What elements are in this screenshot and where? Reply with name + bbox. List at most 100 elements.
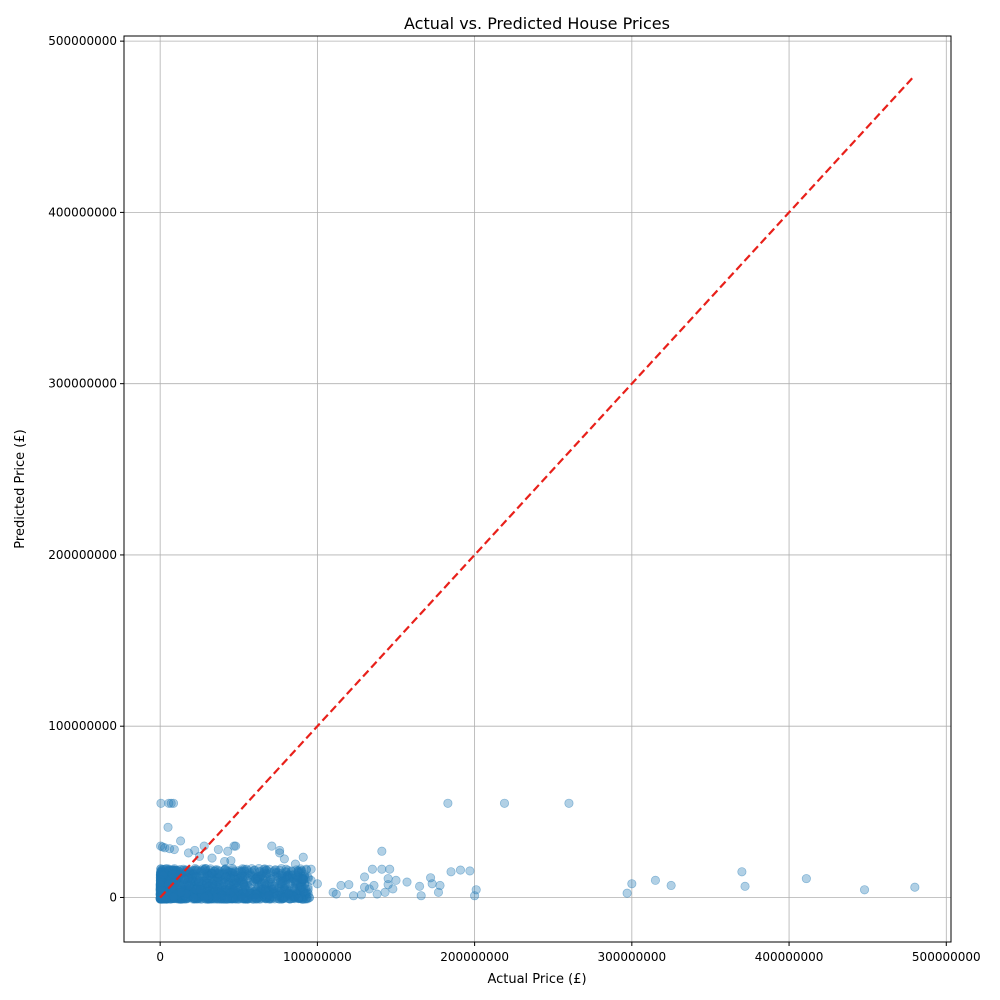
scatter-point bbox=[264, 894, 274, 904]
scatter-point bbox=[239, 893, 249, 903]
scatter-point bbox=[209, 876, 219, 886]
scatter-point bbox=[226, 881, 236, 891]
scatter-point bbox=[499, 798, 510, 808]
scatter-point bbox=[182, 880, 192, 890]
scatter-point bbox=[200, 891, 210, 901]
scatter-point bbox=[278, 875, 288, 885]
scatter-point bbox=[212, 877, 222, 887]
scatter-point bbox=[208, 893, 218, 903]
scatter-point bbox=[234, 878, 244, 888]
scatter-point bbox=[238, 885, 248, 895]
scatter-point bbox=[175, 891, 185, 901]
scatter-point bbox=[180, 867, 190, 877]
scatter-point bbox=[224, 867, 234, 877]
scatter-point bbox=[276, 893, 286, 903]
scatter-point bbox=[290, 894, 300, 904]
scatter-point bbox=[298, 873, 308, 883]
scatter-point bbox=[239, 864, 249, 874]
scatter-point bbox=[252, 894, 262, 904]
scatter-point bbox=[226, 893, 236, 903]
scatter-point bbox=[295, 884, 305, 894]
scatter-point bbox=[204, 887, 214, 897]
scatter-point bbox=[191, 872, 201, 882]
scatter-point bbox=[196, 888, 206, 898]
scatter-point bbox=[260, 892, 270, 902]
scatter-point bbox=[170, 887, 180, 897]
scatter-point bbox=[231, 894, 241, 904]
scatter-point bbox=[207, 890, 217, 900]
scatter-point bbox=[287, 870, 297, 880]
scatter-point bbox=[283, 869, 293, 879]
scatter-point bbox=[294, 893, 304, 903]
scatter-point bbox=[255, 889, 265, 899]
scatter-point bbox=[239, 891, 249, 901]
scatter-point bbox=[175, 894, 185, 904]
scatter-point bbox=[257, 879, 267, 889]
scatter-point bbox=[301, 893, 311, 903]
scatter-point bbox=[172, 881, 182, 891]
scatter-point bbox=[256, 892, 266, 902]
scatter-point bbox=[210, 892, 220, 902]
scatter-point bbox=[269, 867, 279, 877]
scatter-point bbox=[260, 866, 270, 876]
scatter-point bbox=[228, 863, 238, 873]
scatter-point bbox=[229, 893, 239, 903]
scatter-point bbox=[225, 867, 235, 877]
scatter-point bbox=[296, 893, 306, 903]
scatter-point bbox=[169, 891, 179, 901]
scatter-point bbox=[157, 883, 167, 893]
scatter-point bbox=[240, 893, 250, 903]
x-tick-label: 100000000 bbox=[283, 950, 352, 964]
scatter-point bbox=[277, 870, 287, 880]
scatter-point bbox=[288, 876, 298, 886]
scatter-point bbox=[159, 878, 169, 888]
scatter-point bbox=[228, 870, 238, 880]
scatter-point bbox=[245, 891, 255, 901]
scatter-point bbox=[222, 866, 232, 876]
scatter-point bbox=[156, 893, 166, 903]
scatter-point bbox=[216, 894, 226, 904]
scatter-point bbox=[170, 865, 180, 875]
scatter-point bbox=[262, 892, 272, 902]
scatter-point bbox=[247, 893, 257, 903]
scatter-point bbox=[190, 890, 200, 900]
scatter-point bbox=[181, 884, 191, 894]
scatter-point bbox=[217, 875, 227, 885]
scatter-point bbox=[208, 894, 218, 904]
scatter-point bbox=[281, 867, 291, 877]
scatter-point bbox=[157, 867, 167, 877]
scatter-point bbox=[198, 869, 208, 879]
scatter-point bbox=[167, 894, 177, 904]
scatter-point bbox=[226, 873, 236, 883]
scatter-point bbox=[242, 893, 252, 903]
scatter-point bbox=[277, 894, 287, 904]
scatter-point bbox=[167, 889, 177, 899]
scatter-point bbox=[262, 869, 272, 879]
scatter-point bbox=[194, 891, 204, 901]
scatter-point bbox=[160, 879, 170, 889]
scatter-point bbox=[217, 887, 227, 897]
scatter-point bbox=[284, 889, 294, 899]
scatter-point bbox=[230, 878, 240, 888]
scatter-point bbox=[293, 872, 303, 882]
scatter-point bbox=[166, 874, 176, 884]
scatter-point bbox=[801, 874, 811, 884]
scatter-point bbox=[228, 865, 238, 875]
scatter-point bbox=[228, 893, 238, 903]
scatter-point bbox=[260, 864, 270, 874]
scatter-point bbox=[275, 870, 285, 880]
scatter-point bbox=[161, 874, 171, 884]
scatter-point bbox=[225, 884, 235, 894]
scatter-point bbox=[159, 874, 169, 884]
scatter-point bbox=[192, 883, 202, 893]
scatter-point bbox=[161, 870, 171, 880]
scatter-point bbox=[191, 869, 201, 879]
scatter-point bbox=[284, 888, 294, 898]
scatter-point bbox=[213, 882, 223, 892]
scatter-point bbox=[187, 874, 197, 884]
scatter-point bbox=[247, 864, 257, 874]
scatter-point bbox=[260, 886, 270, 896]
scatter-point bbox=[155, 882, 165, 892]
scatter-point bbox=[290, 893, 300, 903]
